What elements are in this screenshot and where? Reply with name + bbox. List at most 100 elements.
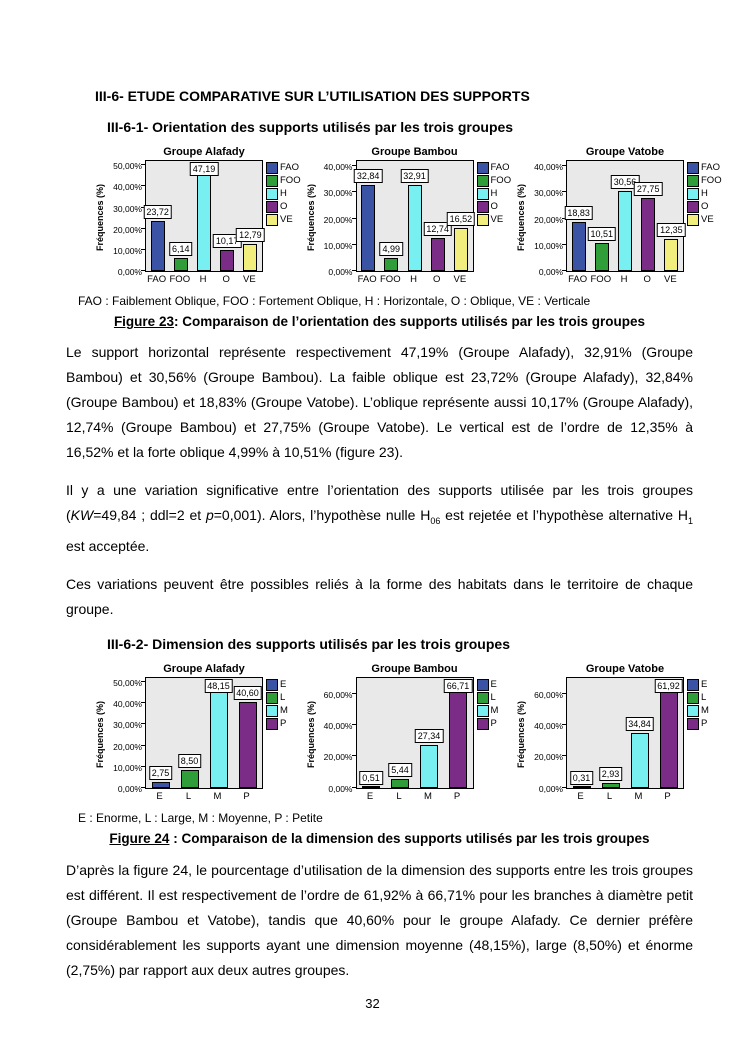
- figure23-caption-text: : Comparaison de l’orientation des suppo…: [173, 314, 646, 329]
- x-axis-labels: FAO FOO H O VE: [566, 272, 684, 287]
- legend-item-E: E: [687, 678, 725, 691]
- bar-M: [420, 744, 438, 788]
- legend-label: VE: [701, 214, 714, 225]
- x-label-O: O: [222, 274, 230, 285]
- y-axis-label: Fréquences (%): [305, 700, 316, 768]
- chart-grid: Fréquences (%) 0,00% 10,00% 20,00% 30,00% 40,…: [95, 160, 265, 277]
- value-label: 5,44: [388, 763, 412, 778]
- value-label: 2,93: [598, 767, 623, 782]
- bar-P: [659, 690, 678, 788]
- y-tick-label: 10,00%: [323, 240, 353, 251]
- legend-label: P: [701, 717, 708, 729]
- plot-area: 0,31 2,93 34,84 61,92: [562, 676, 684, 789]
- chart-grid: Fréquences (%) 0,00% 10,00% 20,00% 30,00% 40,…: [516, 160, 686, 277]
- y-tick-mark: [141, 185, 145, 187]
- y-tick-mark: [351, 692, 356, 694]
- value-label: 27,34: [414, 728, 444, 743]
- chart-title: Groupe Bambou: [371, 662, 458, 675]
- bar-P: [449, 682, 467, 788]
- value-label: 34,84: [625, 717, 654, 732]
- y-tick-mark: [141, 227, 145, 229]
- legend-item-FAO: FAO: [687, 162, 725, 174]
- x-label-VE: VE: [664, 274, 677, 285]
- figure24-caption-text: : Comparaison de la dimension des suppor…: [169, 830, 650, 846]
- legend-label: FOO: [490, 175, 512, 186]
- x-axis-labels: FAO FOO H O VE: [145, 272, 263, 287]
- y-tick-mark: [562, 165, 566, 167]
- paragraph-2-text: =0,001). Alors, l’hypothèse nulle H: [213, 507, 431, 523]
- x-label-VE: VE: [243, 274, 256, 285]
- paragraph-2: Il y a une variation significative entre…: [66, 478, 693, 559]
- chart-title: Groupe Vatobe: [585, 146, 665, 158]
- x-label-H: H: [199, 274, 207, 285]
- y-tick-mark: [351, 165, 356, 167]
- value-label: 48,15: [204, 678, 233, 693]
- chart-grid: Fréquences (%) 0,00% 10,00% 20,00% 30,00% 40,…: [95, 676, 263, 794]
- value-label: 61,92: [654, 678, 683, 693]
- value-label: 16,52: [446, 211, 476, 226]
- y-tick-label: 40,00%: [113, 182, 142, 193]
- y-tick-label: 30,00%: [113, 203, 142, 214]
- legend-label: O: [490, 201, 498, 212]
- legend-swatch: [687, 691, 699, 704]
- chart-main: Groupe Vatobe Fréquences (%) 0,00% 20,00% 40…: [516, 663, 684, 804]
- x-label-O: O: [643, 274, 651, 285]
- y-tick-mark: [141, 248, 145, 250]
- legend-swatch: [476, 188, 489, 200]
- x-label-H: H: [620, 274, 628, 285]
- legend-item-VE: VE: [476, 214, 515, 226]
- legend-label: H: [490, 188, 498, 199]
- chart-main: Groupe Bambou Fréquences (%) 0,00% 10,00% 20…: [305, 146, 476, 287]
- bar-O: [220, 249, 235, 271]
- y-tick-label: 0,00%: [117, 783, 142, 794]
- legend-swatch: [476, 175, 489, 187]
- bar-E: [362, 785, 380, 788]
- value-label: 10,51: [587, 227, 617, 242]
- chart-main: Groupe Bambou Fréquences (%) 0,00% 20,00% 40…: [306, 663, 474, 804]
- legend-label: O: [701, 201, 709, 212]
- value-label: 40,60: [233, 685, 262, 700]
- legend-label: FOO: [280, 175, 301, 186]
- x-label-FOO: FOO: [590, 274, 612, 285]
- legend-item-FOO: FOO: [266, 175, 304, 187]
- y-tick-label: 30,00%: [323, 188, 353, 199]
- y-axis-label: Fréquences (%): [305, 183, 316, 251]
- y-tick-label: 40,00%: [323, 720, 353, 731]
- x-axis-labels: FAO FOO H O VE: [356, 272, 474, 287]
- y-tick-mark: [351, 723, 356, 725]
- y-tick-label: 20,00%: [323, 214, 353, 225]
- value-label: 8,50: [177, 753, 202, 768]
- value-label: 12,35: [657, 222, 686, 237]
- legend-label: FOO: [701, 175, 722, 186]
- y-axis-label: Fréquences (%): [95, 700, 105, 768]
- legend-label: L: [701, 691, 707, 703]
- legend-label: H: [701, 188, 708, 199]
- y-tick-mark: [141, 765, 145, 767]
- chart-grid: Fréquences (%) 0,00% 10,00% 20,00% 30,00% 40,…: [305, 160, 476, 277]
- y-tick-label: 40,00%: [534, 162, 563, 173]
- legend-label: E: [701, 678, 708, 690]
- legend-swatch: [266, 717, 278, 730]
- legend-label: H: [280, 188, 287, 199]
- y-tick-label: 10,00%: [113, 245, 142, 256]
- legend-swatch: [687, 188, 699, 200]
- chart-grid: Fréquences (%) 0,00% 20,00% 40,00% 60,00% 0,3…: [516, 676, 684, 794]
- chart-grid: Fréquences (%) 0,00% 20,00% 40,00% 60,00% 0,5…: [305, 676, 474, 794]
- legend-swatch: [476, 201, 489, 213]
- legend-label: P: [280, 717, 287, 729]
- x-label-P: P: [664, 790, 671, 802]
- bar-H: [618, 190, 632, 271]
- value-label: 47,19: [189, 162, 219, 176]
- y-tick-mark: [141, 702, 145, 704]
- y-tick-mark: [562, 191, 566, 193]
- legend-swatch: [687, 717, 699, 730]
- y-tick-label: 60,00%: [323, 689, 353, 700]
- legend-label: VE: [490, 214, 504, 225]
- y-tick-label: 20,00%: [113, 224, 142, 235]
- x-label-FOO: FOO: [169, 274, 191, 285]
- legend-swatch: [266, 214, 278, 226]
- figure24-abbreviations: E : Enorme, L : Large, M : Moyenne, P : …: [78, 810, 323, 825]
- y-tick-mark: [351, 191, 356, 193]
- y-tick-label: 50,00%: [113, 161, 142, 172]
